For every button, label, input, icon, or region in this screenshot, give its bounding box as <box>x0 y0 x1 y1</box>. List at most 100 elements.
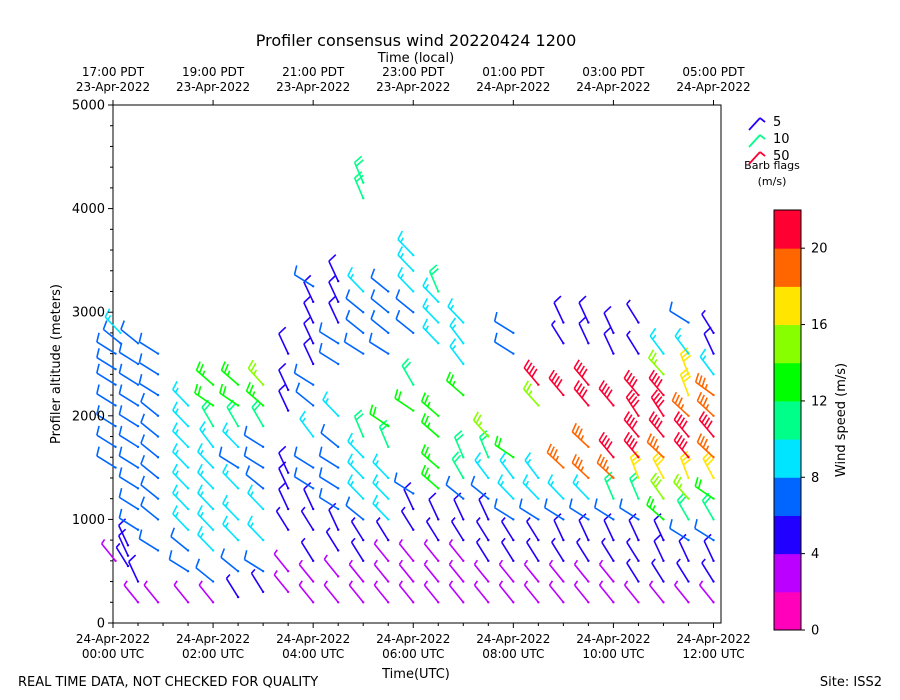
barb-feather <box>694 519 698 529</box>
barb-half-feather <box>249 491 254 497</box>
barb-feather <box>420 392 427 402</box>
barb-feather <box>138 529 143 540</box>
barb-feather <box>372 474 379 484</box>
wind-barb <box>96 446 117 469</box>
wind-barb <box>450 517 465 542</box>
barb-half-feather <box>199 491 204 497</box>
wind-barb <box>598 580 615 604</box>
barb-feather <box>197 505 203 515</box>
wind-barb <box>170 527 190 552</box>
barb-feather <box>328 254 337 262</box>
barb-feather <box>401 358 410 367</box>
wind-barb <box>571 453 590 480</box>
barb-base <box>612 538 615 542</box>
wind-barb <box>117 518 130 547</box>
barb-feather <box>470 475 476 486</box>
wind-barb <box>420 444 440 469</box>
barb-base <box>362 497 365 500</box>
barb-base <box>487 497 490 500</box>
barb-base <box>362 181 365 184</box>
barb-half-feather <box>199 532 204 538</box>
colorbar-tick-label: 8 <box>811 471 819 486</box>
wind-barb <box>225 573 240 599</box>
barb-base <box>186 528 190 531</box>
barb-base <box>412 269 415 272</box>
wind-barb <box>138 529 160 552</box>
barb-feather <box>347 453 354 463</box>
barb-base <box>437 435 440 438</box>
barb-base <box>637 456 640 459</box>
barb-base <box>311 321 315 324</box>
wind-barb <box>698 580 715 604</box>
barb-feather <box>648 349 655 359</box>
wind-barb <box>372 494 390 521</box>
wind-barb <box>318 322 340 345</box>
barb-base <box>687 321 690 324</box>
barb-staff <box>320 432 339 448</box>
barb-feather <box>657 399 665 408</box>
wind-barb <box>696 391 715 417</box>
barb-base <box>211 445 215 449</box>
barb-feather <box>499 452 507 461</box>
barb-base <box>156 393 160 397</box>
barb-feather <box>96 332 100 343</box>
barb-feather <box>140 454 146 465</box>
wind-barb <box>398 559 415 583</box>
barb-feather <box>649 498 655 508</box>
barb-base <box>211 383 215 386</box>
barb-base <box>487 518 490 521</box>
wind-barb <box>573 580 590 604</box>
barb-feather <box>422 277 429 287</box>
x-top-tick-date: 23-Apr-2022 <box>276 80 350 94</box>
barb-feather <box>172 442 178 453</box>
barb-base <box>437 300 440 304</box>
wind-barb <box>423 538 440 563</box>
wind-barb <box>368 332 390 355</box>
barb-feather <box>577 428 583 438</box>
barb-feather <box>656 420 663 430</box>
wind-barb <box>524 452 540 480</box>
barb-base <box>311 342 315 345</box>
barb-feather <box>682 458 692 466</box>
wind-barb <box>603 513 615 542</box>
barb-half-feather <box>324 397 329 404</box>
barb-base <box>462 538 465 542</box>
colorbar-tick-label: 0 <box>811 624 819 639</box>
barb-staff <box>601 541 615 562</box>
barb-half-feather <box>448 559 454 565</box>
barb-base <box>261 487 265 490</box>
barb-base <box>512 497 515 500</box>
barb-staff <box>569 507 589 521</box>
barb-staff <box>118 455 139 469</box>
barb-half-feather <box>426 474 431 480</box>
barb-feather <box>397 246 404 256</box>
barb-half-feather <box>523 559 529 565</box>
wind-barb <box>694 372 715 397</box>
barb-staff <box>140 401 159 417</box>
barb-feather <box>140 413 146 423</box>
wind-barb <box>303 316 315 345</box>
legend-title-line2: (m/s) <box>758 175 787 188</box>
barb-staff <box>278 390 289 411</box>
barb-feather <box>370 289 376 299</box>
barb-base <box>136 445 140 449</box>
barb-staff <box>375 521 389 541</box>
barb-feather <box>368 332 373 343</box>
barb-feather <box>449 317 457 327</box>
barb-feather <box>423 394 430 405</box>
barb-base <box>462 518 465 521</box>
wind-barb <box>653 513 665 542</box>
barb-feather <box>649 436 655 446</box>
barb-staff <box>140 504 159 521</box>
barb-base <box>637 393 640 397</box>
barb-feather <box>345 289 351 299</box>
barb-half-feather <box>702 355 707 361</box>
wind-barb <box>451 451 465 480</box>
barb-base <box>156 518 160 521</box>
barb-feather <box>703 533 712 542</box>
wind-barb <box>172 401 190 428</box>
barb-staff <box>244 558 264 572</box>
colorbar-tick-label: 4 <box>811 547 819 562</box>
barb-base <box>186 424 190 428</box>
wind-barb <box>676 492 690 521</box>
